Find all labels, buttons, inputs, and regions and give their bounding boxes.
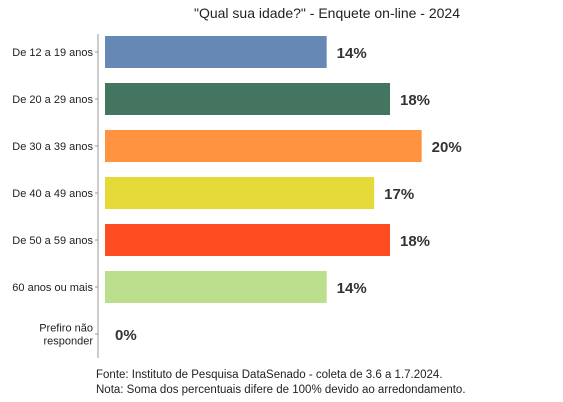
value-label: 17% <box>384 186 414 203</box>
category-label: De 50 a 59 anos <box>12 235 93 247</box>
category-label: De 20 a 29 anos <box>12 94 93 106</box>
value-label: 0% <box>115 327 137 344</box>
bar <box>105 83 390 115</box>
category-label: De 12 a 19 anos <box>12 47 93 59</box>
value-label: 18% <box>400 92 430 109</box>
source-note: Fonte: Instituto de Pesquisa DataSenado … <box>96 369 443 381</box>
bar-chart: "Qual sua idade?" - Enquete on-line - 20… <box>12 5 462 358</box>
value-label: 18% <box>400 233 430 250</box>
bar <box>105 271 327 303</box>
category-label: 60 anos ou mais <box>12 282 93 294</box>
bar <box>105 177 375 209</box>
rounding-note: Nota: Soma dos percentuais difere de 100… <box>96 384 466 396</box>
bar <box>105 224 390 256</box>
chart-title: "Qual sua idade?" - Enquete on-line - 20… <box>194 5 460 21</box>
bar <box>105 130 422 162</box>
category-label: De 40 a 49 anos <box>12 188 93 200</box>
bar <box>105 36 327 68</box>
category-label: De 30 a 39 anos <box>12 141 93 153</box>
value-label: 20% <box>432 139 462 156</box>
value-label: 14% <box>337 280 367 297</box>
chart-footer: Fonte: Instituto de Pesquisa DataSenado … <box>96 368 466 398</box>
category-label: Prefiro não responder <box>39 323 93 348</box>
value-label: 14% <box>337 45 367 62</box>
